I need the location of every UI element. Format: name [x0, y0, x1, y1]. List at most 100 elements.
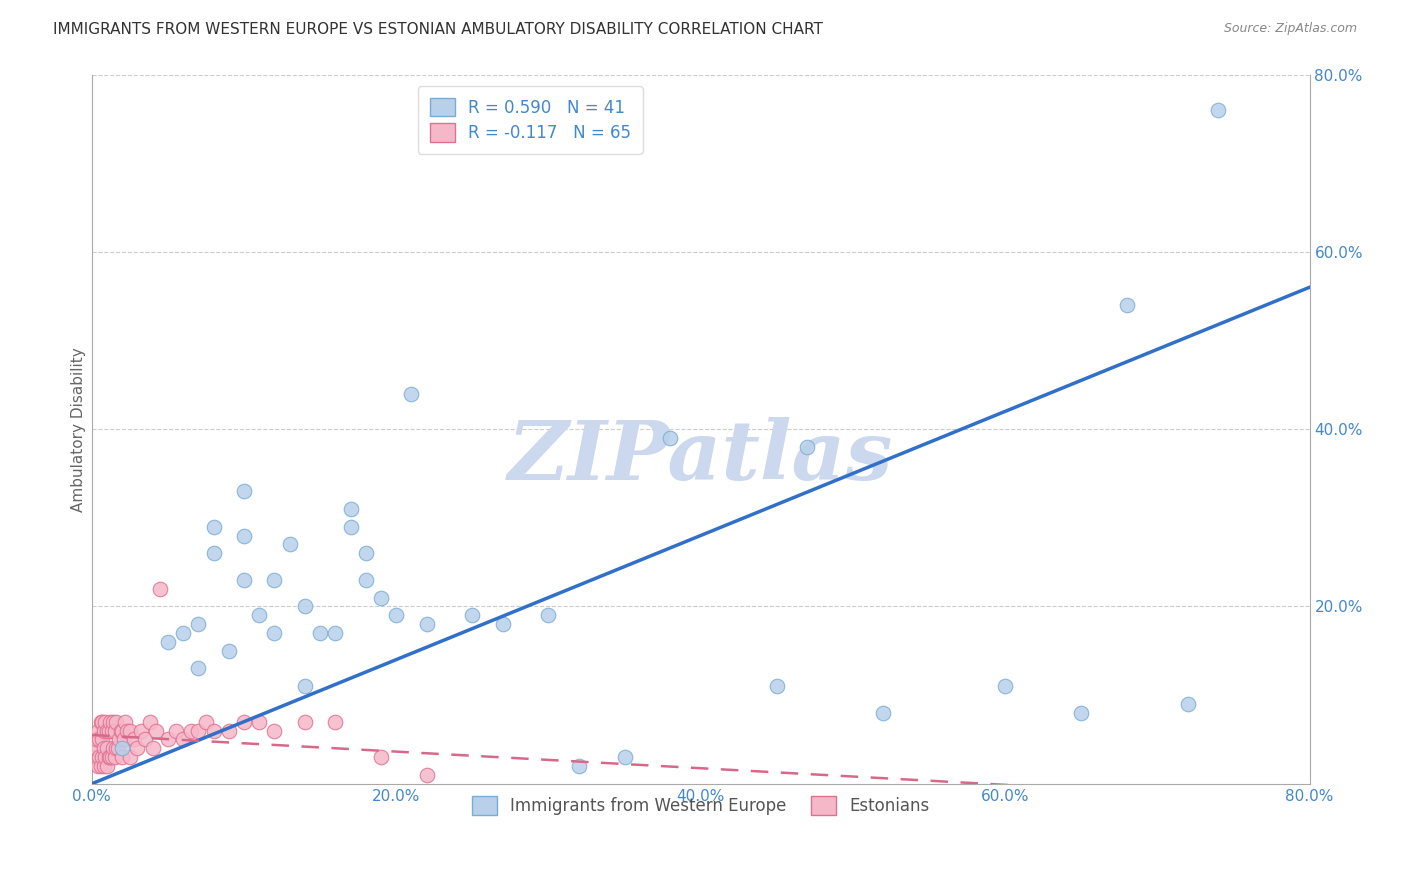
Point — [765, 679, 787, 693]
Point — [89, 750, 111, 764]
Point — [108, 732, 131, 747]
Point — [111, 741, 134, 756]
Point — [93, 741, 115, 756]
Point — [202, 519, 225, 533]
Point — [233, 714, 256, 729]
Point — [107, 741, 129, 756]
Point — [187, 617, 209, 632]
Point — [568, 759, 591, 773]
Point — [994, 679, 1017, 693]
Point — [325, 626, 347, 640]
Point — [1070, 706, 1092, 720]
Point — [101, 714, 124, 729]
Point — [401, 386, 423, 401]
Point — [659, 431, 682, 445]
Point — [138, 714, 160, 729]
Point — [613, 750, 636, 764]
Point — [156, 635, 179, 649]
Point — [339, 502, 361, 516]
Point — [325, 714, 347, 729]
Text: Source: ZipAtlas.com: Source: ZipAtlas.com — [1223, 22, 1357, 36]
Point — [461, 608, 484, 623]
Point — [415, 617, 437, 632]
Point — [247, 714, 270, 729]
Point — [492, 617, 515, 632]
Point — [94, 750, 117, 764]
Point — [115, 723, 138, 738]
Point — [98, 714, 121, 729]
Point — [90, 759, 112, 773]
Text: IMMIGRANTS FROM WESTERN EUROPE VS ESTONIAN AMBULATORY DISABILITY CORRELATION CHA: IMMIGRANTS FROM WESTERN EUROPE VS ESTONI… — [53, 22, 824, 37]
Point — [90, 714, 112, 729]
Point — [263, 723, 285, 738]
Point — [97, 723, 120, 738]
Point — [1206, 103, 1229, 117]
Point — [134, 732, 156, 747]
Point — [263, 573, 285, 587]
Point — [294, 599, 316, 614]
Point — [218, 644, 240, 658]
Point — [218, 723, 240, 738]
Point — [1177, 697, 1199, 711]
Y-axis label: Ambulatory Disability: Ambulatory Disability — [72, 347, 86, 511]
Point — [294, 679, 316, 693]
Point — [370, 591, 392, 605]
Point — [339, 519, 361, 533]
Point — [129, 723, 152, 738]
Point — [278, 537, 301, 551]
Point — [142, 741, 165, 756]
Point — [537, 608, 560, 623]
Point — [111, 750, 134, 764]
Point — [100, 723, 122, 738]
Point — [415, 768, 437, 782]
Point — [233, 484, 256, 499]
Point — [187, 661, 209, 675]
Point — [100, 750, 122, 764]
Point — [104, 750, 127, 764]
Point — [91, 750, 114, 764]
Point — [86, 732, 108, 747]
Point — [187, 723, 209, 738]
Point — [172, 626, 194, 640]
Point — [127, 741, 149, 756]
Point — [96, 759, 118, 773]
Text: ZIPatlas: ZIPatlas — [508, 417, 893, 498]
Point — [172, 732, 194, 747]
Point — [156, 732, 179, 747]
Point — [105, 714, 128, 729]
Point — [370, 750, 392, 764]
Point — [165, 723, 187, 738]
Point — [96, 741, 118, 756]
Point — [180, 723, 202, 738]
Point — [796, 440, 818, 454]
Legend: Immigrants from Western Europe, Estonians: Immigrants from Western Europe, Estonian… — [461, 787, 939, 825]
Point — [93, 723, 115, 738]
Point — [93, 759, 115, 773]
Point — [872, 706, 894, 720]
Point — [202, 546, 225, 560]
Point — [104, 723, 127, 738]
Point — [309, 626, 332, 640]
Point — [354, 546, 377, 560]
Point — [385, 608, 408, 623]
Point — [202, 723, 225, 738]
Point — [86, 741, 108, 756]
Point — [233, 573, 256, 587]
Point — [87, 759, 110, 773]
Point — [233, 528, 256, 542]
Point — [145, 723, 167, 738]
Point — [83, 750, 105, 764]
Point — [105, 741, 128, 756]
Point — [118, 723, 141, 738]
Point — [112, 732, 135, 747]
Point — [354, 573, 377, 587]
Point — [110, 723, 132, 738]
Point — [114, 714, 136, 729]
Point — [111, 723, 134, 738]
Point — [263, 626, 285, 640]
Point — [94, 714, 117, 729]
Point — [149, 582, 172, 596]
Point — [101, 741, 124, 756]
Point — [194, 714, 217, 729]
Point — [118, 750, 141, 764]
